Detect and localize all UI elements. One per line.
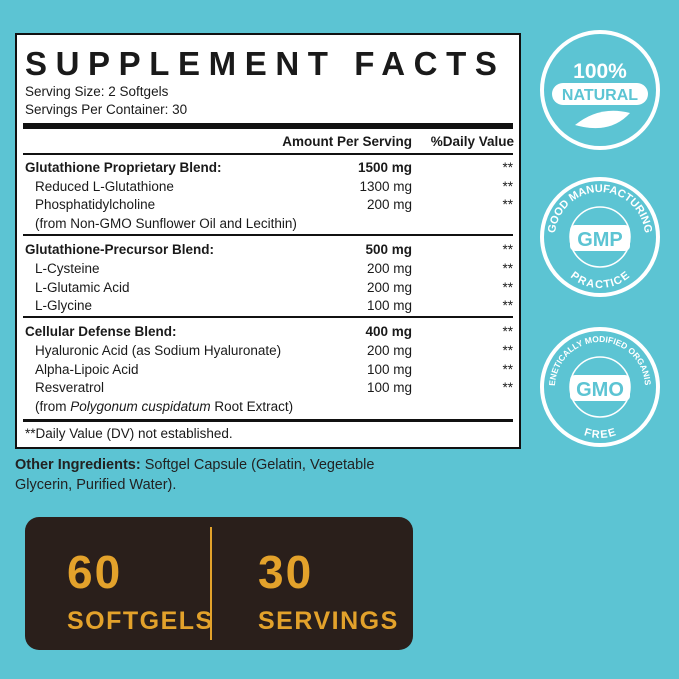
amount: 200 mg — [366, 279, 412, 295]
badge-text: 100% — [573, 60, 627, 83]
name-text: Alpha-Lipoic Acid — [35, 361, 139, 377]
daily-value: ** — [502, 260, 513, 276]
count-box: 60 SOFTGELS 30 SERVINGS — [25, 517, 413, 650]
supplement-facts-panel: SUPPLEMENT FACTS Serving Size: 2 Softgel… — [15, 33, 521, 449]
amount: 200 mg — [366, 260, 412, 276]
daily-value: ** — [502, 298, 513, 314]
amount: 200 mg — [366, 197, 412, 213]
daily-value: ** — [502, 279, 513, 295]
footnote: **Daily Value (DV) not established. — [25, 425, 233, 441]
count-label: SERVINGS — [258, 607, 399, 635]
name-italic: Polygonum cuspidatum — [70, 399, 211, 414]
name-text: Glutathione-Precursor Blend: — [25, 242, 215, 258]
gmp-badge: GOOD MANUFACTURING GMP PRACTICE — [540, 177, 660, 297]
ingredient-name: L-Glutamic Acid — [35, 280, 130, 296]
name-text: Root Extract) — [210, 399, 294, 414]
svg-text:FREE: FREE — [583, 427, 618, 442]
daily-value: ** — [502, 380, 513, 396]
name-text: Reduced L-Glutathione — [35, 178, 174, 194]
rule — [23, 153, 513, 155]
ingredient-name: Cellular Defense Blend: — [25, 324, 177, 340]
badge-arc-text: PRACTICE — [568, 270, 632, 292]
badge-text: GMP — [577, 229, 623, 251]
amount-header: Amount Per Serving — [282, 134, 412, 149]
daily-value: ** — [502, 178, 513, 194]
name-text: (from — [35, 399, 71, 414]
name-text: Phosphatidylcholine — [35, 197, 156, 213]
dv-header: %Daily Value — [430, 134, 514, 149]
daily-value: ** — [502, 197, 513, 213]
other-ingredients-text: Softgel Capsule (Gelatin, Vegetable Glyc… — [15, 457, 375, 493]
name-text: Hyaluronic Acid (as Sodium Hyaluronate) — [35, 342, 282, 358]
name-text: Resveratrol — [35, 380, 105, 396]
ingredient-name: Hyaluronic Acid (as Sodium Hyaluronate) — [35, 343, 281, 359]
count-number: 60 — [67, 546, 123, 598]
ingredient-name: Glutathione-Precursor Blend: — [25, 242, 214, 258]
rule — [23, 316, 513, 318]
amount: 500 mg — [365, 242, 412, 258]
amount: 1500 mg — [357, 160, 412, 175]
ingredient-name: Alpha-Lipoic Acid — [35, 362, 139, 378]
panel-title: SUPPLEMENT FACTS — [25, 45, 506, 82]
daily-value: ** — [502, 361, 513, 377]
count-label: SOFTGELS — [67, 607, 214, 635]
name-text: Glutathione Proprietary Blend: — [25, 160, 222, 175]
ingredient-name: Resveratrol — [35, 380, 104, 396]
name-text: L-Glutamic Acid — [35, 279, 130, 295]
name-text: L-Cysteine — [35, 260, 100, 276]
thick-rule — [23, 418, 513, 422]
amount: 200 mg — [366, 342, 412, 358]
ingredient-name: (from Non-GMO Sunflower Oil and Lecithin… — [35, 216, 297, 232]
thick-rule — [23, 123, 513, 129]
servings-per-container: Servings Per Container: 30 — [25, 102, 188, 117]
name-text: Cellular Defense Blend: — [25, 324, 177, 340]
badges: 100% NATURAL GOOD MANUFACTURING GMP PRAC… — [530, 25, 660, 447]
serving-size: Serving Size: 2 Softgels — [25, 84, 169, 99]
name-text: (from Non-GMO Sunflower Oil and Lecithin… — [35, 216, 297, 232]
ingredient-name: L-Cysteine — [35, 261, 100, 277]
daily-value: ** — [502, 160, 513, 175]
amount: 100 mg — [366, 361, 412, 377]
amount: 100 mg — [366, 380, 412, 396]
divider — [210, 527, 212, 640]
svg-text:PRACTICE: PRACTICE — [568, 270, 632, 292]
ingredient-name: Phosphatidylcholine — [35, 197, 155, 213]
badge-text: GMO — [576, 379, 624, 401]
other-ingredients: Other Ingredients: Softgel Capsule (Gela… — [15, 455, 435, 495]
other-ingredients-label: Other Ingredients: — [15, 457, 141, 473]
rule — [23, 234, 513, 236]
ingredient-name: (from Polygonum cuspidatum Root Extract) — [35, 399, 293, 415]
count-number: 30 — [258, 546, 314, 598]
badge-arc-text: FREE — [583, 427, 618, 442]
daily-value: ** — [502, 324, 513, 340]
ingredient-name: L-Glycine — [35, 298, 92, 314]
daily-value: ** — [502, 342, 513, 358]
daily-value: ** — [502, 242, 513, 258]
ingredient-name: Reduced L-Glutathione — [35, 179, 174, 195]
name-text: L-Glycine — [35, 298, 93, 314]
amount: 400 mg — [365, 324, 412, 340]
badge-text: NATURAL — [562, 87, 638, 104]
amount: 100 mg — [366, 298, 412, 314]
natural-badge: 100% NATURAL — [540, 30, 660, 150]
ingredient-name: Glutathione Proprietary Blend: — [25, 160, 222, 176]
amount: 1300 mg — [359, 178, 412, 194]
